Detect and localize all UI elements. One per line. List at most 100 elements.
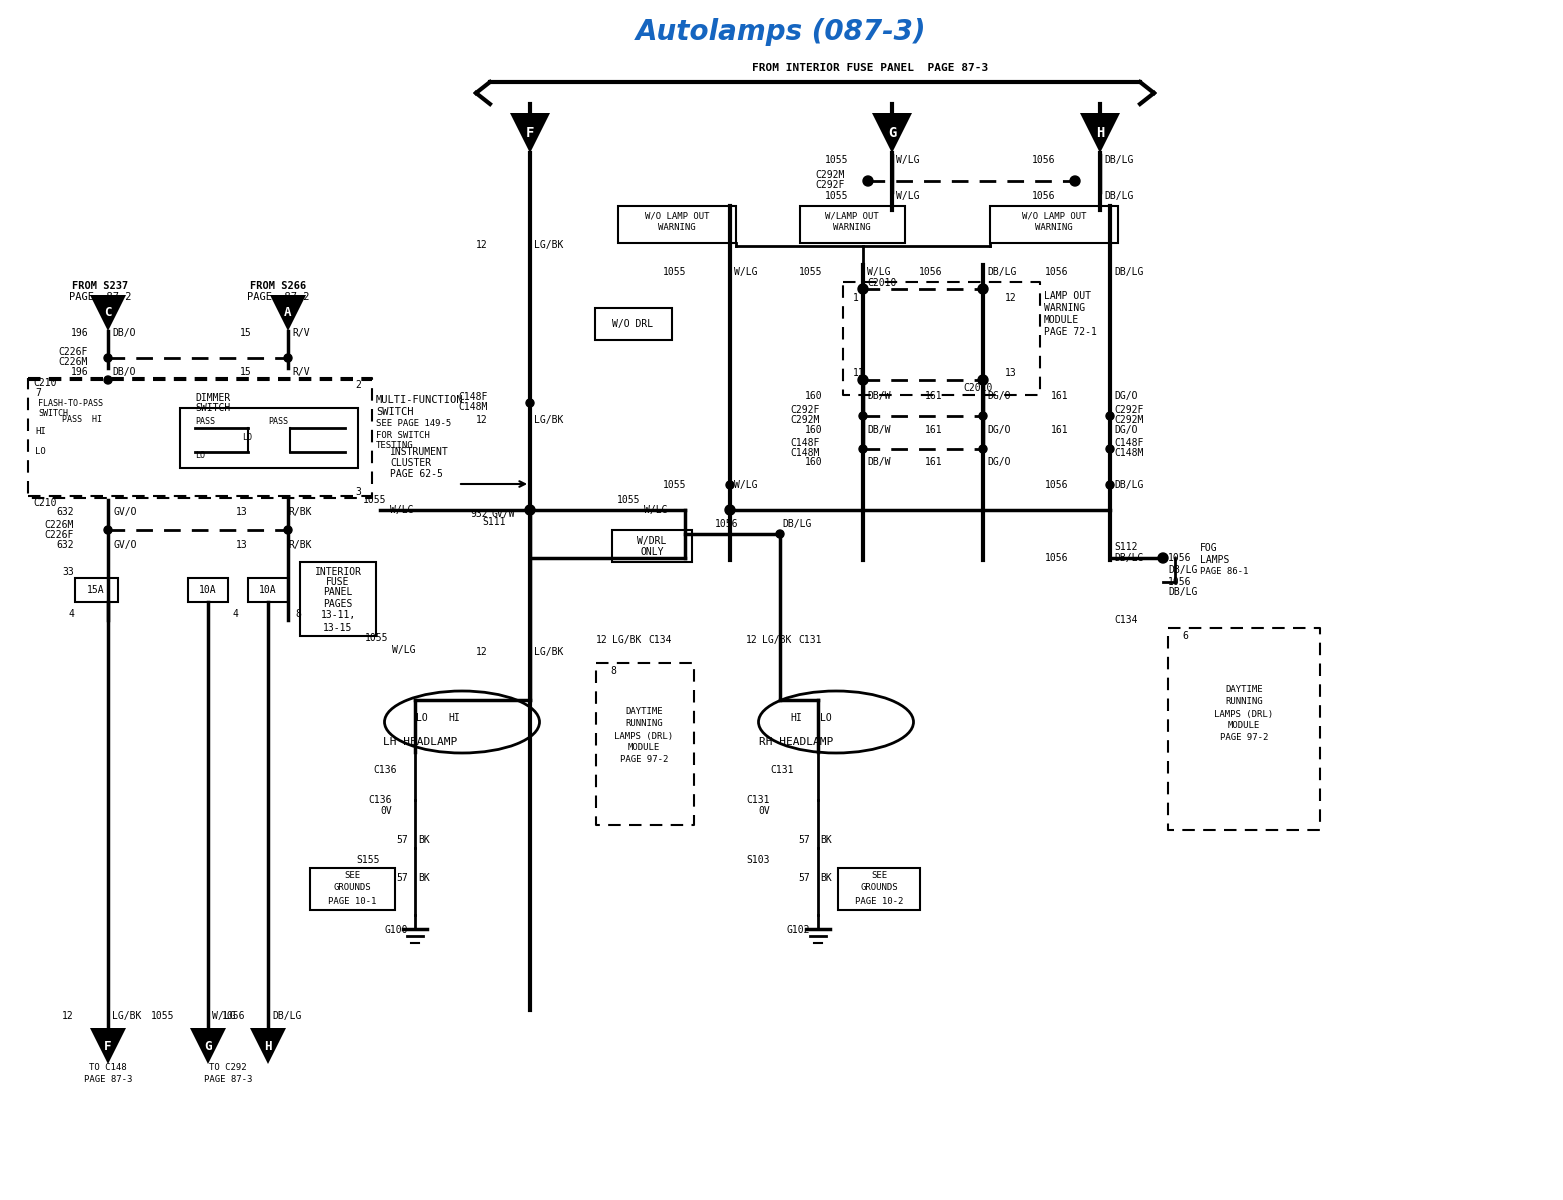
Text: W/LG: W/LG (896, 191, 919, 200)
Text: DB/LG: DB/LG (1114, 266, 1144, 277)
Text: 11: 11 (853, 368, 864, 378)
Text: 161: 161 (1050, 391, 1068, 401)
Text: DB/LG: DB/LG (1114, 553, 1144, 563)
Text: C292M: C292M (1114, 415, 1144, 425)
Text: 161: 161 (924, 457, 942, 467)
Text: S155: S155 (356, 854, 380, 865)
Text: C2010: C2010 (867, 278, 896, 288)
Ellipse shape (384, 691, 539, 754)
Text: W/LG: W/LG (867, 266, 891, 277)
Polygon shape (270, 295, 306, 331)
Text: G100: G100 (384, 925, 408, 935)
Text: SWITCH: SWITCH (195, 403, 230, 413)
Polygon shape (191, 1028, 227, 1064)
Text: DIMMER: DIMMER (195, 392, 230, 403)
Text: FROM S237: FROM S237 (72, 281, 128, 290)
Text: W/O DRL: W/O DRL (613, 319, 653, 329)
Text: 57: 57 (799, 835, 810, 845)
Text: FOR SWITCH: FOR SWITCH (377, 431, 430, 439)
Text: 1056: 1056 (919, 266, 942, 277)
Bar (249, 578, 288, 602)
Text: C226M: C226M (59, 358, 88, 367)
Circle shape (725, 481, 735, 490)
Circle shape (1107, 445, 1114, 452)
Text: C292F: C292F (816, 180, 846, 190)
Polygon shape (1080, 113, 1121, 152)
Text: BK: BK (417, 835, 430, 845)
Text: PASS: PASS (195, 416, 216, 426)
Text: R/BK: R/BK (288, 506, 311, 517)
Ellipse shape (758, 691, 913, 754)
Text: C131: C131 (799, 635, 822, 646)
Text: W/O LAMP OUT: W/O LAMP OUT (646, 211, 710, 221)
Text: DB/W: DB/W (867, 391, 891, 401)
Text: W/LG: W/LG (391, 505, 414, 515)
Text: DG/O: DG/O (986, 425, 1011, 434)
Text: 7: 7 (34, 388, 41, 398)
Text: R/BK: R/BK (288, 540, 311, 550)
Text: LO: LO (242, 432, 252, 442)
Circle shape (978, 412, 986, 420)
Text: 12: 12 (477, 647, 488, 658)
Text: F: F (105, 1039, 111, 1052)
Circle shape (527, 398, 535, 407)
Text: G: G (888, 126, 896, 140)
Text: 196: 196 (70, 367, 88, 377)
Text: DB/W: DB/W (867, 425, 891, 434)
Text: Autolamps (087-3): Autolamps (087-3) (636, 18, 927, 46)
Text: GV/O: GV/O (114, 540, 138, 550)
Text: C148M: C148M (791, 448, 821, 458)
Text: WARNING: WARNING (658, 223, 696, 233)
Text: 57: 57 (799, 874, 810, 883)
Text: FLASH-TO-PASS: FLASH-TO-PASS (38, 398, 103, 408)
Circle shape (978, 284, 988, 294)
Text: DB/LG: DB/LG (782, 518, 811, 529)
Text: S111: S111 (483, 517, 506, 527)
Text: LO: LO (416, 713, 428, 722)
Text: DG/O: DG/O (1114, 391, 1138, 401)
Text: C131: C131 (771, 766, 794, 775)
Text: RUNNING: RUNNING (1225, 697, 1263, 707)
Text: DB/LG: DB/LG (1168, 565, 1197, 575)
Text: GV/O: GV/O (114, 506, 138, 517)
Text: W/LG: W/LG (735, 480, 758, 490)
Text: C136: C136 (369, 794, 392, 805)
Text: C226F: C226F (45, 530, 73, 540)
Circle shape (978, 374, 988, 385)
Text: 160: 160 (805, 391, 822, 401)
Text: MODULE: MODULE (1229, 721, 1260, 731)
Text: ONLY: ONLY (641, 547, 664, 557)
Circle shape (860, 412, 867, 420)
Text: PAGE 86-1: PAGE 86-1 (1200, 568, 1249, 576)
Text: 1056: 1056 (1168, 553, 1191, 563)
Text: 1056: 1056 (1044, 266, 1068, 277)
Text: LO: LO (195, 450, 205, 460)
Text: 1055: 1055 (150, 1010, 173, 1021)
Circle shape (1071, 176, 1080, 186)
Text: LAMPS (DRL): LAMPS (DRL) (1214, 709, 1274, 719)
Bar (800, 206, 905, 242)
Text: PAGE  87-2: PAGE 87-2 (69, 292, 131, 302)
Text: BK: BK (821, 874, 832, 883)
Text: BK: BK (417, 874, 430, 883)
Text: 13: 13 (236, 540, 249, 550)
Text: H: H (1096, 126, 1103, 140)
Text: W/LG: W/LG (392, 646, 416, 655)
Text: TO C148: TO C148 (89, 1063, 127, 1073)
Text: BK: BK (821, 835, 832, 845)
Text: C226F: C226F (59, 347, 88, 358)
Text: DG/O: DG/O (986, 457, 1011, 467)
Text: 1056: 1056 (714, 518, 738, 529)
Text: LO: LO (821, 713, 832, 722)
Text: INTERIOR: INTERIOR (314, 566, 361, 577)
Text: 12: 12 (596, 635, 608, 646)
Text: SWITCH: SWITCH (38, 408, 69, 418)
Circle shape (725, 505, 735, 515)
Text: 33: 33 (63, 566, 73, 577)
Text: PAGE 10-2: PAGE 10-2 (855, 896, 903, 906)
Bar (300, 562, 377, 636)
Text: 12: 12 (477, 415, 488, 425)
Circle shape (284, 526, 292, 534)
Text: INSTRUMENT: INSTRUMENT (391, 446, 449, 457)
Text: 3: 3 (355, 487, 361, 497)
